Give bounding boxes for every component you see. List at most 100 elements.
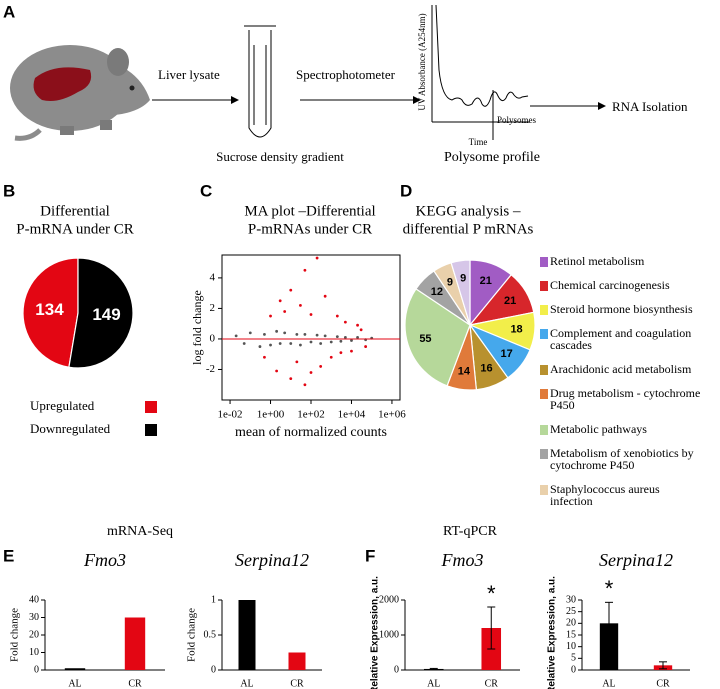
legend-swatch	[145, 424, 157, 436]
legend-label: Complement and coagulation cascades	[550, 326, 691, 352]
legend-swatch	[540, 305, 548, 315]
point	[263, 355, 266, 359]
data-label: 16	[480, 363, 492, 375]
point	[299, 303, 302, 307]
x-tick-label: 1e+06	[378, 409, 406, 421]
point	[303, 383, 307, 387]
bar	[288, 652, 306, 670]
mouse	[10, 45, 150, 141]
point	[299, 343, 302, 347]
y-tick-label: 1	[211, 594, 216, 605]
profile-xlabel: Time	[469, 137, 488, 147]
arrows	[152, 96, 606, 110]
legend-swatch	[540, 329, 548, 339]
point	[339, 351, 343, 355]
point	[356, 323, 359, 327]
panel-label: D	[400, 181, 412, 200]
point	[364, 345, 368, 348]
data-label: 9	[460, 273, 466, 285]
legend-label: Arachidonic acid metabolism	[550, 362, 692, 376]
point	[278, 299, 282, 303]
x-tick-label: CR	[290, 678, 304, 689]
y-tick-label: 0.5	[204, 629, 217, 640]
point	[303, 332, 307, 336]
data-label: 55	[419, 333, 431, 345]
plot-frame	[221, 254, 401, 401]
point	[319, 342, 323, 345]
y-axis-label: Fold change	[9, 608, 21, 662]
point	[335, 335, 339, 339]
point	[323, 334, 327, 338]
legend-swatch	[540, 425, 548, 435]
x-tick-label: CR	[485, 678, 499, 689]
y-axis-label: Relative Expression, a.u.	[370, 576, 381, 689]
point	[234, 334, 238, 338]
x-tick-label: 1e-02	[218, 409, 243, 421]
y-tick-label: 10	[566, 641, 576, 652]
y-tick-label: 30	[566, 594, 576, 605]
y-tick-label: 1000	[379, 629, 399, 640]
point	[315, 333, 319, 337]
point	[258, 345, 262, 348]
legend-swatch	[540, 281, 548, 291]
legend-label: Downregulated	[30, 421, 111, 436]
chart-title: Serpina12	[235, 550, 309, 570]
point	[269, 343, 272, 347]
point	[248, 331, 252, 335]
point	[283, 331, 287, 335]
y-tick-label: 0	[571, 664, 576, 675]
point	[319, 365, 323, 368]
point	[283, 310, 287, 313]
y-tick-label: 0	[210, 332, 216, 344]
panel-label: A	[3, 2, 15, 21]
data-label: 14	[458, 365, 471, 377]
x-tick-label: CR	[656, 678, 670, 689]
annotation: *	[605, 576, 614, 601]
x-tick-label: 1e+04	[338, 409, 366, 421]
legend-label: Metabolism of xenobiotics by cytochrome P…	[550, 446, 694, 472]
legend-label: Upregulated	[30, 398, 95, 413]
y-tick-label: 2	[210, 302, 216, 314]
x-tick-label: AL	[602, 678, 615, 689]
point	[309, 371, 313, 374]
chart-title: MA plot –Differential	[244, 203, 375, 219]
data-label: 12	[431, 286, 443, 298]
legend-swatch	[540, 365, 548, 375]
annotation: *	[487, 581, 496, 606]
data-label: 9	[447, 277, 453, 289]
point	[335, 314, 339, 318]
point	[289, 342, 293, 345]
profile-title: Polysome profile	[444, 150, 540, 165]
point	[339, 339, 343, 343]
chart-title: Differential	[40, 203, 110, 219]
step-label: RNA Isolation	[612, 99, 688, 114]
point	[275, 329, 279, 333]
point	[329, 355, 333, 359]
point	[289, 288, 293, 292]
legend-label: Steroid hormone biosynthesis	[550, 302, 693, 316]
x-tick-label: AL	[68, 678, 81, 689]
legend-label: Metabolic pathways	[550, 422, 647, 436]
section-title: RT-qPCR	[443, 524, 498, 539]
point	[315, 256, 319, 260]
legend-swatch	[145, 401, 157, 413]
polysome-profile	[431, 4, 530, 140]
point	[359, 328, 363, 332]
chart-title: P-mRNAs under CR	[248, 221, 372, 237]
point	[329, 340, 333, 344]
y-tick-label: 30	[29, 612, 39, 623]
point	[263, 332, 266, 336]
legend-swatch	[540, 449, 548, 459]
step-label: Spectrophotometer	[296, 67, 396, 82]
x-tick-label: AL	[427, 678, 440, 689]
y-tick-label: 15	[566, 629, 576, 640]
y-tick-label: 0	[394, 664, 399, 675]
data-label: 17	[501, 348, 513, 360]
y-tick-label: 40	[29, 594, 39, 605]
panel-label: C	[200, 181, 212, 200]
bar	[599, 623, 619, 670]
point	[278, 342, 282, 345]
bar	[238, 600, 256, 670]
tube	[244, 25, 276, 138]
